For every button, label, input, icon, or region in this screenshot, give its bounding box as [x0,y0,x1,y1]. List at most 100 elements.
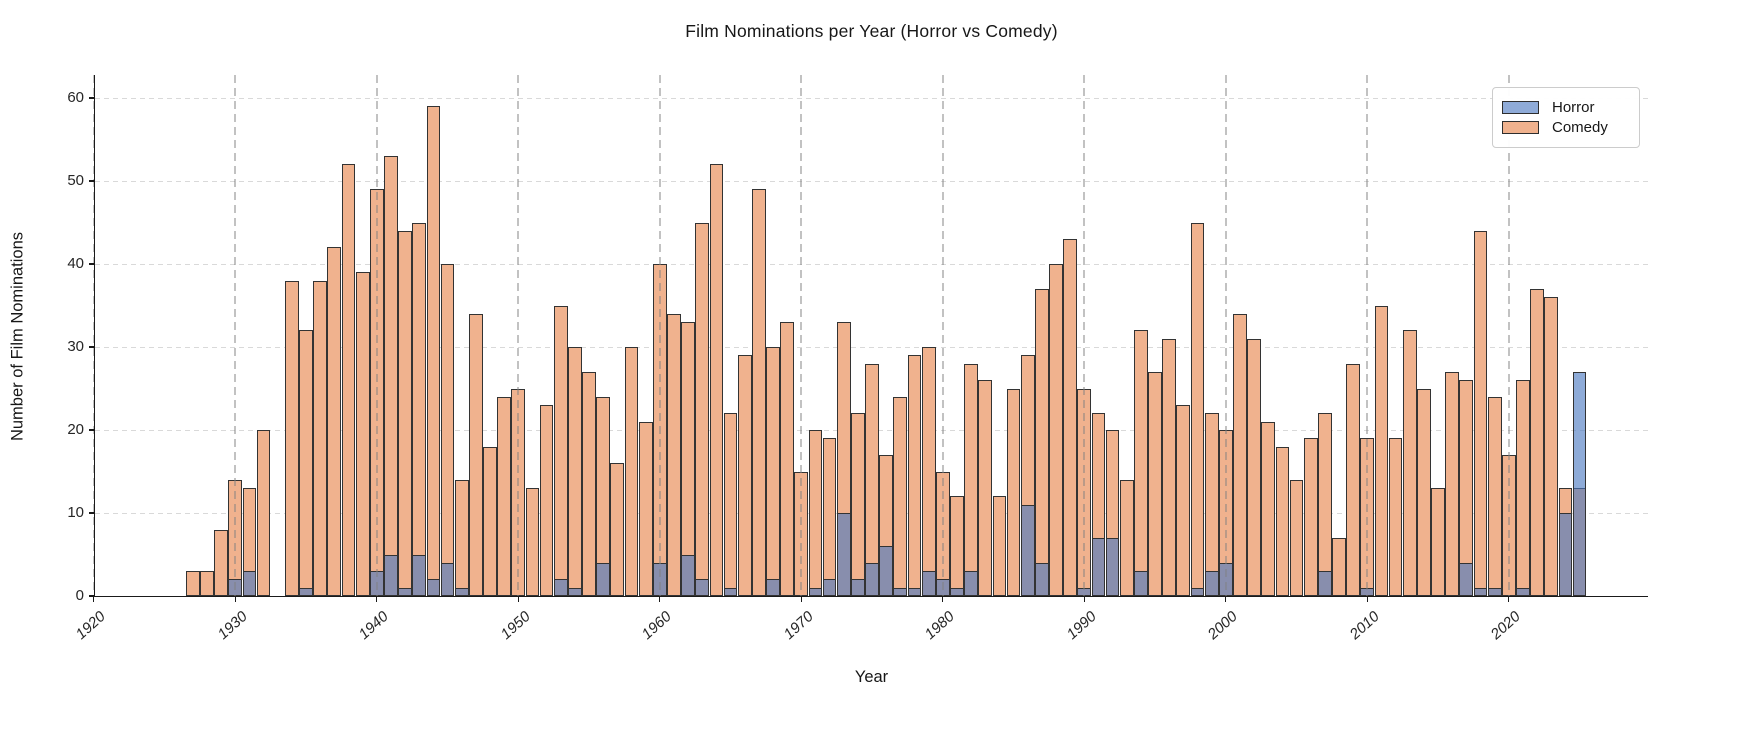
bar-comedy-1950 [511,388,526,596]
y-tick-60: 60 [67,89,84,106]
bar-horror-1987 [1034,562,1049,596]
x-tick-1970: 1970 [780,608,817,643]
bar-comedy-1964 [709,164,724,596]
bar-horror-1981 [950,587,964,596]
bar-comedy-1979 [921,347,936,596]
bar-comedy-1987 [1034,288,1049,596]
bar-horror-1944 [426,579,441,596]
bar-comedy-1983 [978,380,993,596]
horror-swatch-icon [1502,101,1539,114]
bar-comedy-1932 [256,430,271,596]
bar-horror-2024 [1558,513,1573,596]
bar-comedy-1929 [214,529,229,596]
bar-comedy-1955 [582,371,596,596]
x-axis-label: Year [854,668,889,686]
bar-comedy-2011 [1374,305,1389,596]
bar-horror-1962 [681,554,695,596]
bar-comedy-1978 [907,355,922,596]
bar-comedy-1965 [723,413,738,596]
x-tick-1990: 1990 [1063,608,1100,643]
bar-comedy-1949 [497,396,512,596]
decade-line-2010 [1366,75,1369,596]
bar-comedy-2006 [1303,438,1318,596]
bar-comedy-1982 [964,363,978,596]
x-tick-mark-2000 [1225,596,1227,602]
bar-comedy-1942 [398,230,412,596]
bar-comedy-1934 [285,280,299,596]
x-tick-mark-1990 [1083,596,1085,602]
bar-comedy-1996 [1162,338,1177,596]
bar-comedy-1974 [851,413,865,596]
bar-horror-1979 [921,571,936,596]
bar-comedy-1997 [1176,405,1191,596]
bar-horror-1986 [1020,504,1035,596]
bar-horror-1994 [1134,571,1148,596]
decade-line-1990 [1083,75,1086,596]
decade-line-1960 [658,75,661,596]
x-tick-1960: 1960 [639,608,676,643]
bar-comedy-1994 [1134,330,1148,596]
bar-horror-2007 [1317,571,1332,596]
x-tick-mark-2010 [1366,596,1368,602]
decade-line-2020 [1507,75,1510,596]
bar-comedy-2001 [1233,313,1247,596]
bar-horror-1942 [398,587,412,596]
bar-horror-1941 [384,554,398,596]
bar-comedy-1928 [200,571,214,596]
bar-horror-1972 [822,579,837,596]
bar-horror-1974 [851,579,865,596]
x-axis-spine [93,596,1648,598]
x-tick-2020: 2020 [1488,608,1525,643]
x-tick-1950: 1950 [497,608,534,643]
bar-horror-1945 [440,562,455,596]
bar-comedy-1948 [483,446,497,596]
x-tick-2010: 2010 [1346,608,1383,643]
bar-comedy-2014 [1417,388,1431,596]
y-tick-10: 10 [67,504,84,521]
bar-horror-1975 [865,562,879,596]
comedy-swatch-icon [1502,121,1539,134]
decade-line-1940 [375,75,378,596]
bar-horror-1968 [766,579,780,596]
bar-comedy-2004 [1275,446,1290,596]
bar-comedy-2012 [1388,438,1403,596]
bar-comedy-2009 [1346,363,1361,596]
x-tick-1920: 1920 [73,608,110,643]
bar-horror-2018 [1473,587,1488,596]
bar-comedy-1944 [426,106,441,596]
bar-comedy-1961 [667,313,681,596]
bar-comedy-1943 [412,222,427,596]
y-tick-20: 20 [67,421,84,438]
decade-line-1980 [941,75,944,596]
bar-comedy-1941 [384,156,398,596]
bar-comedy-1972 [822,438,837,596]
bar-horror-1998 [1190,587,1205,596]
bar-comedy-1946 [454,479,469,596]
bar-comedy-1953 [553,305,568,596]
bar-horror-2010 [1360,587,1375,596]
bar-comedy-1954 [568,347,582,596]
bar-comedy-1993 [1119,479,1134,596]
bar-comedy-2020 [1501,454,1516,596]
gridline-y-60 [95,98,1648,99]
bar-comedy-2002 [1247,338,1261,596]
gridline-y-40 [95,264,1648,265]
x-tick-mark-1960 [659,596,661,602]
bar-comedy-1936 [313,280,328,596]
bar-comedy-1938 [341,164,356,596]
bar-comedy-1947 [468,313,483,596]
x-tick-1980: 1980 [922,608,959,643]
x-tick-1940: 1940 [356,608,393,643]
legend: Horror Comedy [1492,87,1640,148]
legend-item-horror: Horror [1502,99,1629,116]
bar-comedy-1963 [695,222,710,596]
bar-comedy-1937 [327,247,342,596]
y-tick-mark-50 [89,180,95,182]
bar-horror-1982 [964,571,978,596]
x-tick-mark-1940 [376,596,378,602]
bar-comedy-1935 [299,330,313,596]
bar-horror-1940 [369,571,384,596]
bar-horror-1943 [412,554,427,596]
y-tick-30: 30 [67,338,84,355]
